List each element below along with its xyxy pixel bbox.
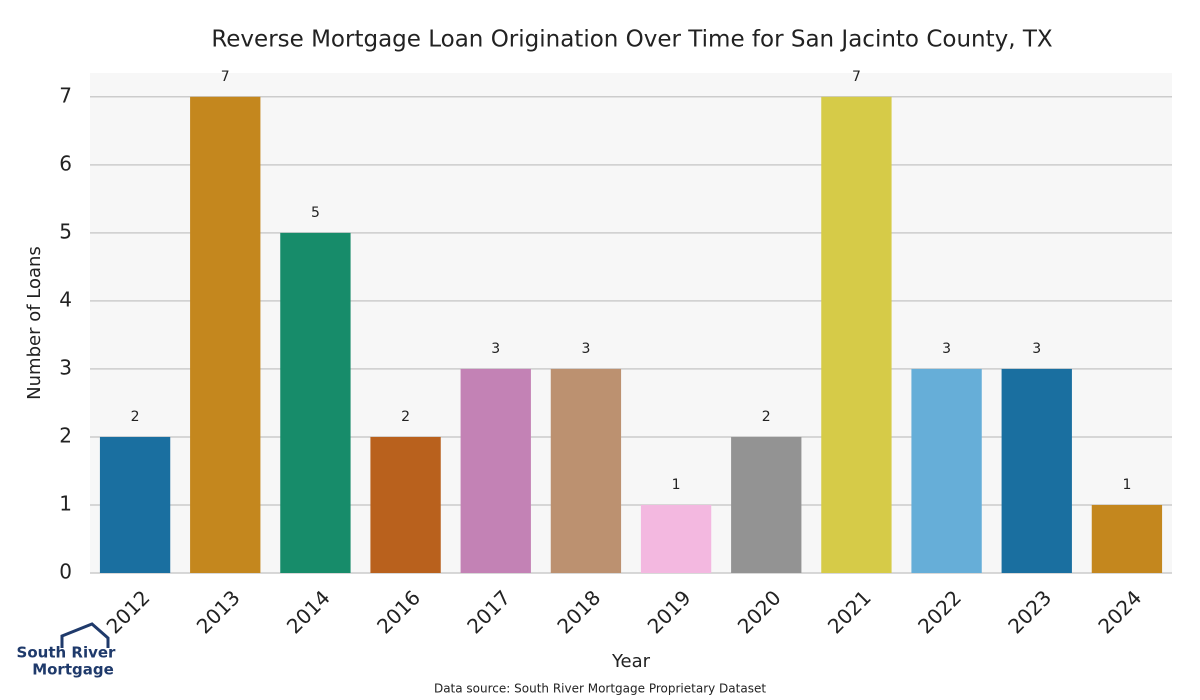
y-tick-label: 2 <box>59 423 72 447</box>
y-tick-label: 1 <box>59 491 72 515</box>
x-tick-label: 2018 <box>552 585 605 638</box>
chart-title: Reverse Mortgage Loan Origination Over T… <box>211 27 1053 53</box>
x-tick-label: 2021 <box>823 585 876 638</box>
logo-text: Mortgage <box>32 661 114 679</box>
y-tick-label: 3 <box>59 355 72 379</box>
logo-text: South River <box>17 644 117 662</box>
x-tick-label: 2024 <box>1093 585 1146 638</box>
data-label: 2 <box>131 409 140 425</box>
data-label: 7 <box>221 69 230 85</box>
x-tick-label: 2020 <box>733 585 786 638</box>
x-tick-label: 2019 <box>643 585 696 638</box>
x-tick-label: 2012 <box>102 585 155 638</box>
x-tick-label: 2022 <box>913 585 966 638</box>
x-axis-label: Year <box>611 651 651 672</box>
data-label: 5 <box>311 205 320 221</box>
bar <box>550 368 622 573</box>
data-label: 3 <box>581 341 590 357</box>
bar <box>821 96 892 574</box>
y-tick-label: 7 <box>59 83 72 107</box>
bar <box>460 368 531 573</box>
data-label: 1 <box>672 477 681 493</box>
data-label: 7 <box>852 69 861 85</box>
logo-house <box>60 622 110 648</box>
logo: South River Mortgage <box>17 622 117 679</box>
data-label: 3 <box>1032 341 1041 357</box>
y-axis-label: Number of Loans <box>24 246 45 400</box>
plot-area <box>90 73 1172 573</box>
bar <box>731 436 802 573</box>
data-label: 3 <box>942 341 951 357</box>
bar <box>911 368 982 573</box>
y-tick-label: 0 <box>59 560 72 584</box>
data-label: 3 <box>491 341 500 357</box>
y-tick-label: 4 <box>59 287 72 311</box>
x-tick-label: 2017 <box>462 585 515 638</box>
data-label: 2 <box>401 409 410 425</box>
y-tick-label: 5 <box>59 219 72 243</box>
x-tick-label: 2016 <box>372 585 425 638</box>
x-tick-label: 2013 <box>192 585 245 638</box>
bar <box>99 436 171 573</box>
bar <box>1091 504 1163 573</box>
y-tick-label: 6 <box>59 151 72 175</box>
bar <box>370 436 441 573</box>
data-label: 2 <box>762 409 771 425</box>
source-note: Data source: South River Mortgage Propri… <box>434 682 766 696</box>
bar <box>280 232 351 573</box>
bar <box>1001 368 1072 573</box>
data-label: 1 <box>1122 477 1131 493</box>
x-tick-label: 2023 <box>1003 585 1056 638</box>
x-tick-label: 2014 <box>282 585 335 638</box>
bar <box>190 96 261 574</box>
bar <box>640 504 712 573</box>
